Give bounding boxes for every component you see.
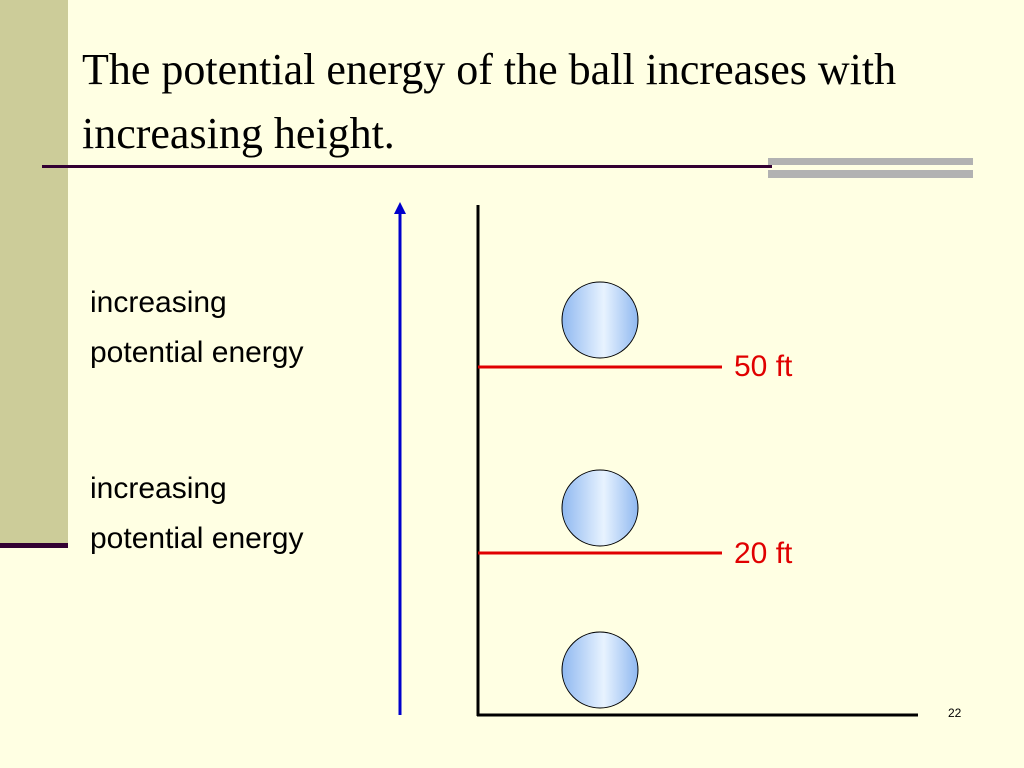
page-number: 22 bbox=[948, 706, 962, 720]
label-line: potential energy bbox=[90, 522, 304, 555]
label-line: increasing bbox=[90, 286, 227, 319]
arrow-head bbox=[394, 202, 406, 214]
ball bbox=[561, 281, 639, 359]
side-bar bbox=[0, 0, 68, 545]
side-rule bbox=[0, 543, 68, 548]
height-label: 20 ft bbox=[734, 537, 793, 570]
height-label: 50 ft bbox=[734, 350, 793, 383]
accent-bar bbox=[768, 170, 973, 178]
ball bbox=[561, 469, 639, 547]
label-line: increasing bbox=[90, 472, 227, 505]
label-line: potential energy bbox=[90, 336, 304, 369]
slide-title: The potential energy of the ball increas… bbox=[82, 45, 897, 158]
title-rule bbox=[42, 165, 772, 168]
accent-bar bbox=[768, 158, 973, 165]
ball bbox=[561, 631, 639, 709]
